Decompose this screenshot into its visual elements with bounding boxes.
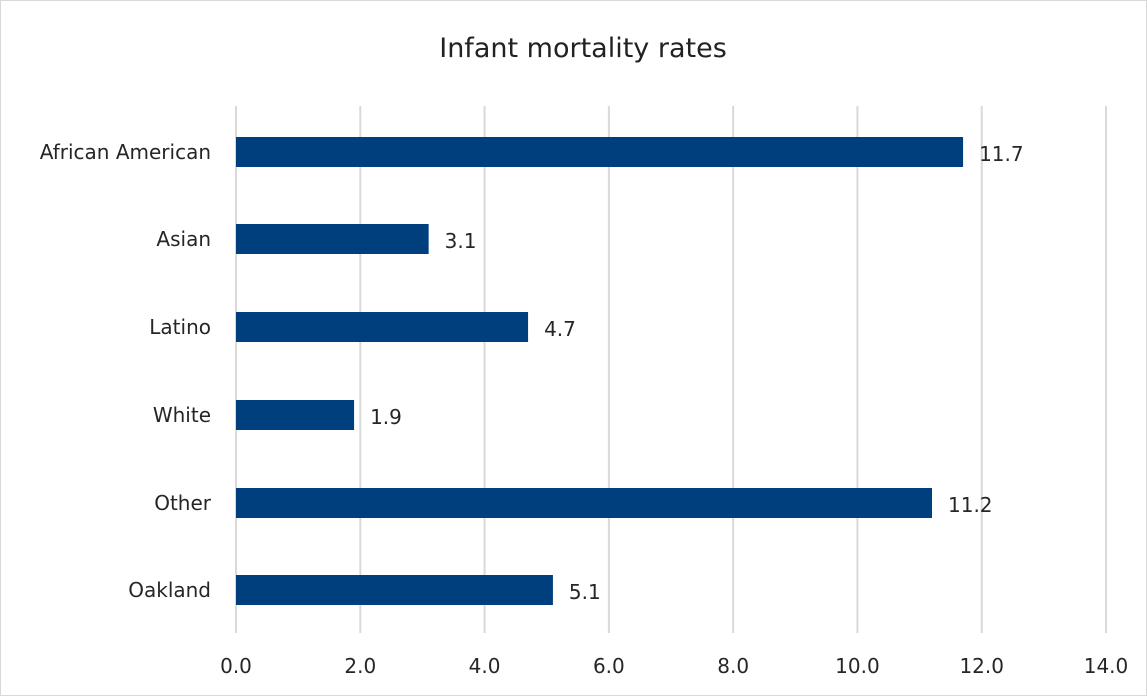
bar [236,575,553,605]
x-tick-label: 14.0 [1084,654,1129,678]
data-label: 1.9 [370,405,402,429]
category-label: Asian [156,227,211,251]
category-label: African American [40,140,211,164]
bar [236,488,932,518]
x-tick-label: 12.0 [959,654,1004,678]
data-label: 5.1 [569,580,601,604]
x-tick-label: 8.0 [717,654,749,678]
category-label: Latino [149,315,211,339]
category-label: White [153,403,211,427]
x-tick-label: 0.0 [220,654,252,678]
bar [236,400,355,430]
x-tick-label: 2.0 [344,654,376,678]
category-label: Oakland [128,578,211,602]
data-label: 4.7 [544,317,576,341]
data-label: 3.1 [445,229,477,253]
data-label: 11.2 [948,493,993,517]
data-label: 11.7 [979,142,1024,166]
bar [236,224,429,254]
x-tick-label: 6.0 [593,654,625,678]
bar [236,312,529,342]
chart-title: Infant mortality rates [439,33,727,64]
x-tick-label: 10.0 [835,654,880,678]
category-label: Other [154,491,212,515]
x-tick-label: 4.0 [469,654,501,678]
bar [236,137,964,167]
